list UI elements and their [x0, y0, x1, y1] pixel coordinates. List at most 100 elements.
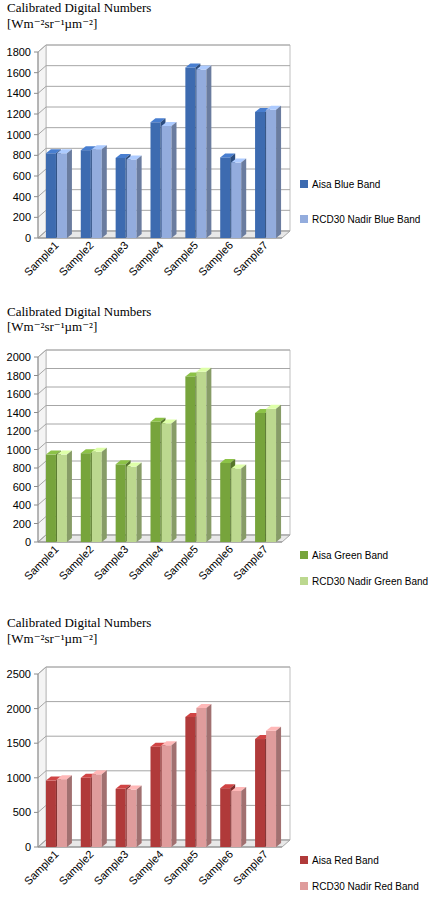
legend: Aisa Blue BandRCD30 Nadir Blue Band — [300, 179, 420, 225]
category-label: Sample4 — [126, 543, 165, 582]
bar-front — [162, 745, 172, 847]
bar-front — [46, 455, 56, 542]
chart-panel: Calibrated Digital Numbers[Wm⁻²sr⁻¹µm⁻²]… — [7, 304, 428, 587]
category-label: Sample2 — [57, 848, 96, 887]
legend-swatch — [300, 551, 308, 559]
bar — [127, 155, 142, 238]
bar-side — [137, 786, 142, 847]
bar-side — [241, 464, 246, 542]
bar-front — [127, 790, 137, 847]
bar — [162, 122, 177, 238]
bar-side — [102, 448, 107, 542]
chart-panel: Calibrated Digital Numbers[Wm⁻²sr⁻¹µm⁻²]… — [7, 615, 419, 892]
grid-line — [38, 45, 290, 52]
bar-front — [151, 122, 161, 238]
bar-front — [151, 747, 161, 847]
bar-front — [220, 157, 230, 238]
bar-front — [127, 467, 137, 542]
category-label: Sample3 — [91, 543, 130, 582]
y-axis — [38, 674, 39, 847]
tick-mark — [34, 743, 38, 744]
tick-label: 600 — [13, 170, 31, 182]
grid-line — [38, 387, 290, 394]
legend-label: Aisa Red Band — [312, 855, 379, 866]
bar-front — [266, 110, 276, 238]
bar-front — [185, 376, 195, 542]
bar-front — [162, 424, 172, 542]
grid-line — [38, 66, 290, 73]
bar-side — [206, 368, 211, 542]
tick-mark — [34, 674, 38, 675]
tick-mark — [34, 72, 38, 73]
bar-front — [196, 70, 206, 238]
tick-mark — [34, 542, 38, 543]
grid-line — [38, 702, 290, 709]
bar-side — [276, 405, 281, 542]
tick-label: 2000 — [7, 703, 31, 715]
legend: Aisa Red BandRCD30 Nadir Red Band — [300, 855, 419, 892]
chart-panel: Calibrated Digital Numbers[Wm⁻²sr⁻¹µm⁻²]… — [7, 0, 421, 278]
bar-front — [266, 731, 276, 847]
bar — [57, 149, 72, 238]
category-label: Sample3 — [91, 239, 130, 278]
tick-label: 1600 — [7, 67, 31, 79]
tick-label: 200 — [13, 211, 31, 223]
tick-label: 1200 — [7, 108, 31, 120]
legend-label: Aisa Green Band — [312, 550, 388, 561]
category-label: Sample5 — [161, 848, 200, 887]
tick-label: 0 — [25, 841, 31, 853]
category-label: Sample6 — [196, 239, 235, 278]
bar-front — [127, 159, 137, 238]
tick-label: 1000 — [7, 444, 31, 456]
tick-label: 2000 — [7, 351, 31, 363]
bar-front — [92, 774, 102, 847]
tick-label: 400 — [13, 191, 31, 203]
tick-mark — [34, 505, 38, 506]
grid-line — [38, 107, 290, 114]
tick-mark — [34, 134, 38, 135]
bar-front — [92, 149, 102, 238]
bar-side — [241, 159, 246, 238]
tick-label: 1200 — [7, 425, 31, 437]
bar-side — [172, 122, 177, 238]
tick-label: 1400 — [7, 407, 31, 419]
category-label: Sample7 — [231, 543, 270, 582]
category-label: Sample1 — [22, 848, 61, 887]
tick-label: 1000 — [7, 772, 31, 784]
tick-mark — [34, 217, 38, 218]
tick-mark — [34, 486, 38, 487]
tick-mark — [34, 176, 38, 177]
category-label: Sample6 — [196, 848, 235, 887]
bar-front — [255, 739, 265, 847]
bar-front — [231, 163, 241, 238]
axis-title: Calibrated Digital Numbers — [7, 615, 151, 630]
bar-front — [196, 708, 206, 847]
grid-line — [38, 86, 290, 93]
tick-mark — [34, 431, 38, 432]
legend-swatch — [300, 180, 308, 188]
bars — [46, 64, 281, 239]
bar-front — [116, 158, 126, 238]
side-wall — [38, 667, 46, 847]
category-label: Sample6 — [196, 543, 235, 582]
tick-mark — [34, 196, 38, 197]
category-label: Sample4 — [126, 848, 165, 887]
bar-side — [172, 420, 177, 542]
legend-swatch — [300, 856, 308, 864]
tick-label: 800 — [13, 149, 31, 161]
bar — [92, 145, 107, 238]
tick-mark — [34, 114, 38, 115]
category-label: Sample1 — [22, 543, 61, 582]
tick-mark — [34, 412, 38, 413]
tick-label: 0 — [25, 232, 31, 244]
bar — [231, 464, 246, 542]
bar-front — [116, 789, 126, 847]
bar-front — [185, 68, 195, 239]
bar-front — [116, 464, 126, 542]
tick-label: 500 — [13, 806, 31, 818]
bar-side — [276, 727, 281, 847]
figure: Calibrated Digital Numbers[Wm⁻²sr⁻¹µm⁻²]… — [0, 0, 428, 914]
tick-mark — [34, 449, 38, 450]
bar-front — [231, 468, 241, 542]
bar — [162, 420, 177, 542]
